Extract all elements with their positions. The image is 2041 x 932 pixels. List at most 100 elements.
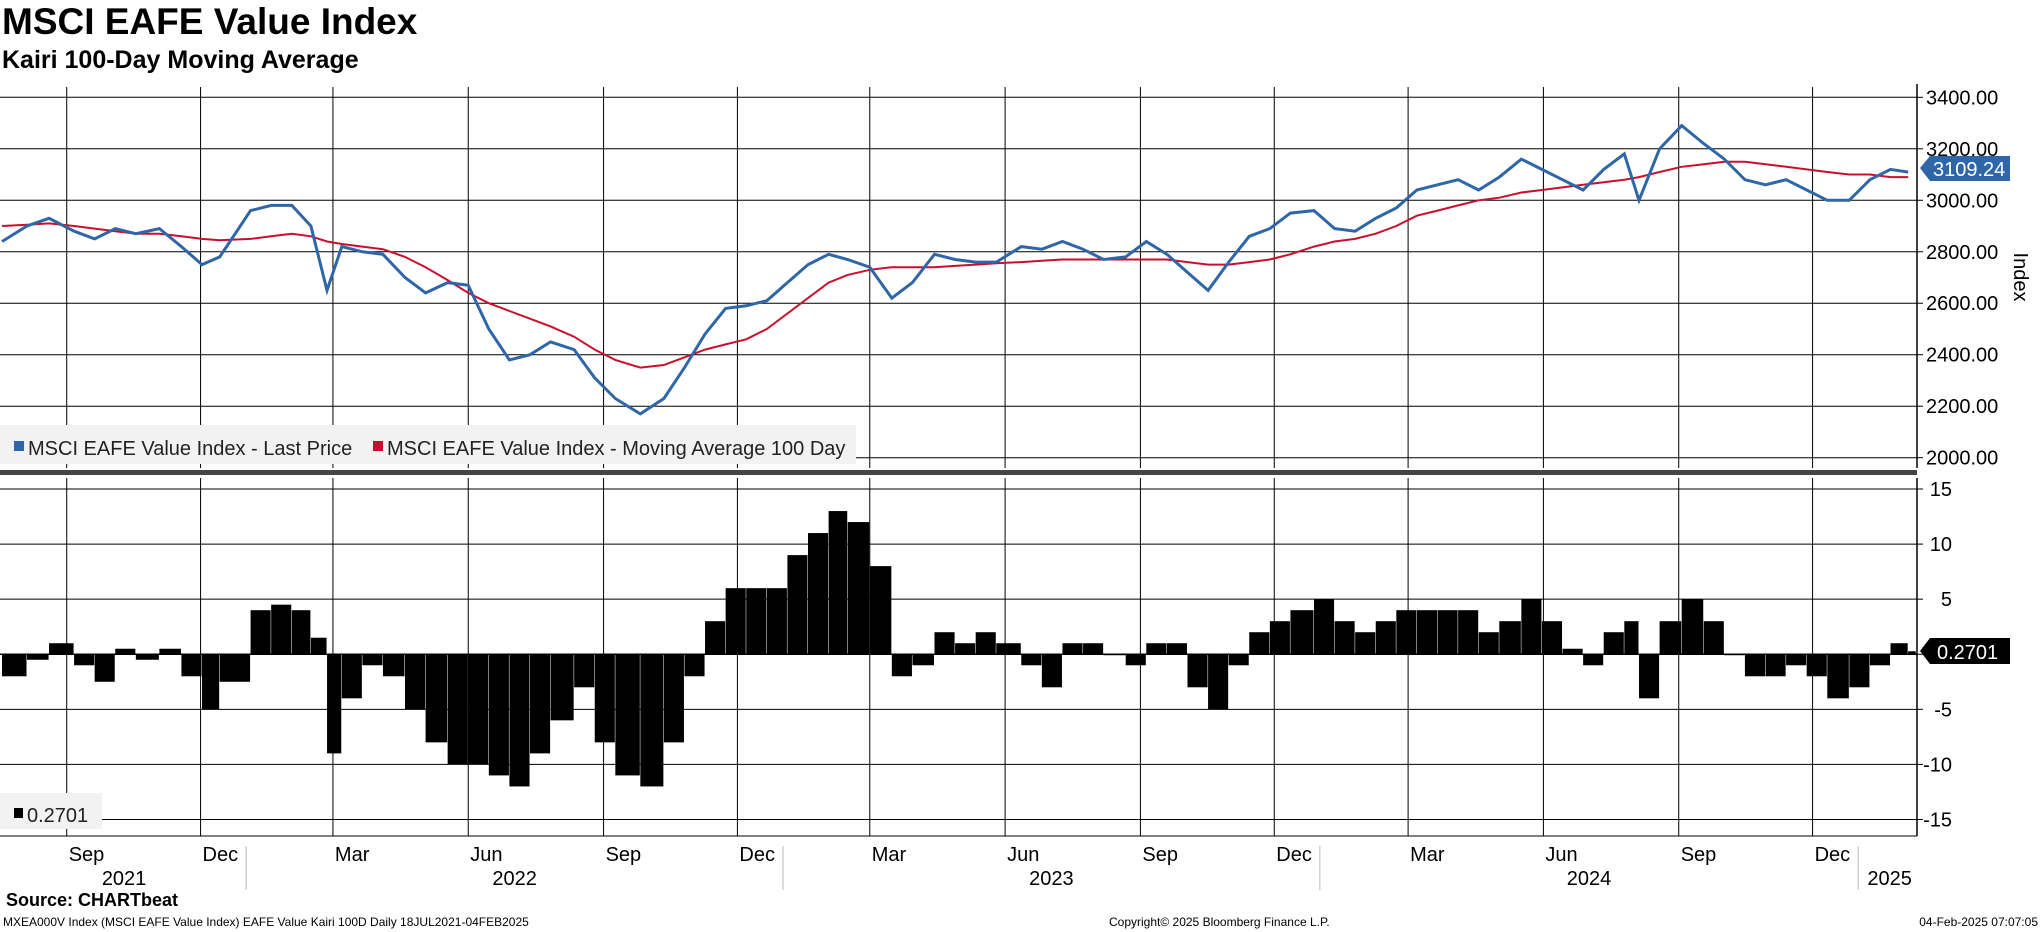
kairi-bar (808, 533, 829, 655)
kairi-bar (1041, 654, 1062, 688)
kairi-last-value: 0.2701 (1937, 642, 1998, 664)
kairi-bar (1375, 621, 1396, 655)
kairi-bar (1249, 632, 1270, 655)
x-tick-label-month: Sep (1681, 844, 1717, 866)
kairi-bar (1624, 621, 1639, 655)
x-tick-label-year: 2024 (1567, 868, 1612, 890)
kairi-bar (1869, 654, 1891, 666)
upper-tick-label: 3000.00 (1926, 190, 1998, 212)
kairi-bar (405, 654, 426, 710)
kairi-bar (1290, 610, 1314, 655)
footer-ticker-info: MXEA000V Index (MSCI EAFE Value Index) E… (3, 915, 529, 929)
upper-panel-bg (0, 87, 1917, 468)
kairi-bar (425, 654, 448, 743)
kairi-bar (382, 654, 405, 677)
kairi-bar (975, 632, 996, 655)
y-axis-label: Index (2009, 253, 2031, 302)
kairi-bar (640, 654, 664, 787)
price-last-value: 3109.24 (1933, 159, 2005, 181)
kairi-bar (1908, 651, 1916, 655)
panel-divider[interactable] (0, 470, 1917, 475)
legend-background (0, 425, 856, 464)
x-tick-label-year: 2023 (1029, 868, 1074, 890)
kairi-bar (1228, 654, 1249, 666)
kairi-bar (934, 632, 955, 655)
footer-timestamp: 04-Feb-2025 07:07:05 (1919, 915, 2038, 929)
kairi-bar (1458, 610, 1479, 655)
lower-tick-label: -5 (1934, 699, 1952, 721)
upper-tick-label: 2600.00 (1926, 293, 1998, 315)
kairi-bar (955, 643, 976, 655)
x-tick-label-month: Jun (1007, 844, 1039, 866)
kairi-bar (1062, 643, 1083, 655)
kairi-bar (2, 654, 27, 677)
kairi-bar (1849, 654, 1870, 688)
kairi-bar (488, 654, 509, 776)
kairi-bar (828, 511, 848, 655)
kairi-bar (1499, 621, 1521, 655)
kairi-bar (1786, 654, 1807, 666)
moving-average-line (1, 160, 1909, 369)
kairi-bar (1541, 621, 1563, 655)
kairi-bar (550, 654, 574, 721)
kairi-bar (447, 654, 468, 765)
chart-title: MSCI EAFE Value Index (2, 1, 418, 42)
kairi-bar (787, 555, 808, 655)
kairi-bar (1083, 643, 1104, 655)
x-tick-label-month: Mar (1410, 844, 1445, 866)
x-tick-label-month: Dec (1815, 844, 1851, 866)
kairi-bar (1146, 643, 1167, 655)
kairi-bar (27, 654, 49, 660)
kairi-bar (574, 654, 595, 688)
kairi-bar (115, 648, 136, 655)
kairi-bar (327, 654, 342, 754)
legend-swatch-ma (373, 441, 383, 451)
kairi-bar (1437, 610, 1458, 655)
kairi-bar (847, 522, 870, 655)
kairi-bar (271, 604, 292, 655)
kairi-bar (509, 654, 530, 787)
x-tick-label-month: Jun (470, 844, 502, 866)
kairi-bar (725, 588, 746, 655)
footer-copyright: Copyright© 2025 Bloomberg Finance L.P. (1109, 915, 1330, 929)
lower-tick-label: -10 (1923, 754, 1952, 776)
kairi-bar (1703, 621, 1724, 655)
kairi-bar (891, 654, 912, 677)
kairi-bar (1125, 654, 1146, 666)
kairi-bar (468, 654, 489, 765)
kairi-bar (74, 654, 95, 666)
x-tick-label-year: 2021 (102, 868, 147, 890)
kairi-bar (1603, 632, 1624, 655)
kairi-last-value-badge: 0.2701 (1920, 638, 2010, 664)
kairi-bar (746, 588, 767, 655)
kairi-bar (1744, 654, 1766, 677)
kairi-bar (310, 637, 327, 655)
kairi-bar (49, 643, 74, 655)
kairi-bar (615, 654, 640, 776)
kairi-bar (530, 654, 551, 754)
kairi-bar (684, 654, 705, 677)
lower-legend: 0.2701 (0, 793, 102, 829)
kairi-bar (1478, 632, 1499, 655)
x-tick-label-year: 2022 (492, 868, 537, 890)
kairi-bar (1562, 648, 1583, 655)
kairi-bar (1334, 621, 1355, 655)
kairi-bar (341, 654, 362, 699)
x-tick-label-month: Sep (69, 844, 105, 866)
kairi-bar (1765, 654, 1786, 677)
kairi-bar (250, 610, 271, 655)
kairi-bar (202, 654, 220, 710)
kairi-bars (0, 511, 1917, 787)
price-lines (1, 123, 1909, 416)
kairi-bar (362, 654, 383, 666)
kairi-bar (1208, 654, 1229, 710)
legend: MSCI EAFE Value Index - Last Price MSCI … (0, 425, 856, 464)
x-tick-label-month: Sep (606, 844, 642, 866)
kairi-bar (1416, 610, 1438, 655)
kairi-bar (135, 654, 159, 660)
kairi-bar (1659, 621, 1682, 655)
upper-gridlines (0, 96, 1917, 459)
x-tick-label-month: Mar (335, 844, 370, 866)
kairi-bar (912, 654, 934, 666)
